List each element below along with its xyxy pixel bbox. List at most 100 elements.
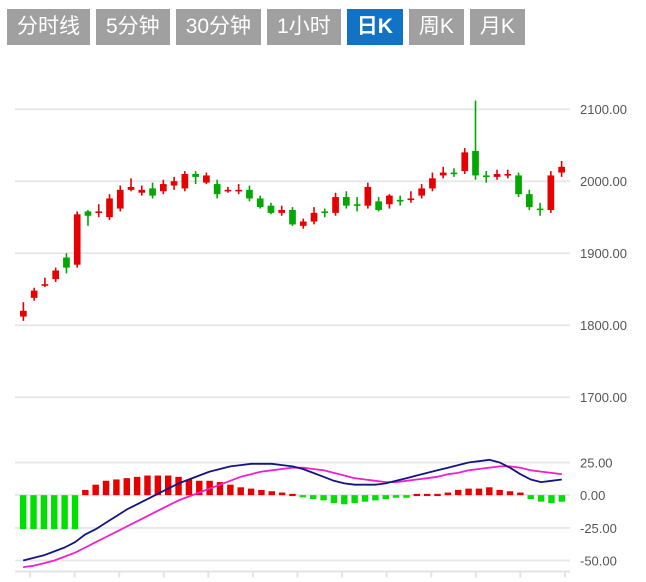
macd-histogram-bar-50 — [537, 495, 545, 502]
candle-body — [353, 204, 361, 206]
candle-body — [224, 189, 232, 192]
candle-body — [504, 174, 512, 176]
candle-36 — [407, 191, 415, 203]
macd-histogram-bar-48 — [517, 492, 524, 496]
macd-axis-label-2: -25.00 — [580, 521, 617, 536]
candle-14 — [170, 176, 178, 190]
candle-17 — [203, 172, 210, 185]
macd-histogram-bar-31 — [341, 495, 348, 505]
candle-body — [138, 189, 146, 193]
macd-histogram-bar-41 — [444, 492, 452, 496]
macd-histogram-bar-24 — [268, 491, 275, 496]
candle-body — [116, 189, 124, 209]
candle-body — [418, 188, 426, 196]
macd-histogram-bar-52 — [558, 495, 566, 502]
candle-body — [256, 198, 264, 208]
candle-body — [192, 174, 199, 177]
macd-histogram-bar-16 — [185, 479, 193, 496]
candle-2 — [41, 277, 49, 288]
candle-body — [95, 211, 103, 214]
candle-body — [289, 210, 296, 225]
candle-30 — [342, 191, 350, 209]
candle-37 — [418, 184, 426, 199]
chart-canvas: 2100.00 2000.00 1900.00 1800.00 1700.00 25.00… — [0, 54, 646, 582]
candle-50 — [558, 161, 565, 177]
candle-6 — [84, 210, 92, 226]
candle-32 — [364, 182, 372, 209]
candle-body — [246, 189, 253, 199]
macd-histogram-bar-30 — [330, 495, 338, 503]
candle-body — [321, 211, 329, 214]
candle-body — [299, 221, 307, 226]
candle-16 — [192, 171, 199, 185]
candle-7 — [95, 204, 103, 218]
kline-macd-svg: 2100.00 2000.00 1900.00 1800.00 1700.00 25.00… — [15, 100, 627, 578]
candle-39 — [439, 166, 447, 179]
candle-3 — [52, 267, 60, 282]
macd-axis-label-3: -50.00 — [580, 554, 617, 569]
macd-histogram-bar-32 — [351, 495, 358, 503]
macd-histogram-bar-46 — [496, 489, 503, 496]
macd-histogram-bar-47 — [506, 491, 514, 496]
macd-histogram-bar-11 — [133, 476, 141, 496]
candle-9 — [116, 185, 124, 212]
candle-body — [203, 175, 210, 183]
candle-49 — [547, 171, 555, 213]
macd-histogram-bar-49 — [527, 495, 534, 500]
macd-histogram-bar-3 — [51, 495, 58, 530]
price-axis-label-4: 1700.00 — [580, 390, 627, 405]
candle-body — [429, 178, 436, 189]
candle-0 — [20, 302, 27, 321]
candle-body — [127, 186, 135, 190]
macd-histogram-bar-8 — [102, 480, 110, 496]
candle-body — [106, 198, 113, 218]
candle-19 — [224, 186, 232, 193]
macd-histogram-bar-25 — [278, 492, 286, 496]
candle-body — [375, 201, 382, 210]
candle-20 — [235, 184, 243, 195]
macd-histogram-bar-20 — [227, 484, 234, 496]
macd-histogram-bar-43 — [465, 488, 472, 496]
candle-body — [461, 152, 469, 172]
candle-45 — [504, 169, 512, 179]
candle-15 — [181, 171, 189, 192]
macd-dif-line — [22, 458, 562, 562]
timeframe-button-3[interactable]: 1小时 — [267, 9, 341, 45]
candle-body — [439, 172, 447, 176]
candle-body — [536, 208, 544, 211]
candle-body — [386, 195, 393, 205]
candle-body — [20, 310, 27, 317]
candle-44 — [493, 169, 501, 180]
macd-histogram-bar-1 — [30, 495, 37, 530]
timeframe-button-5[interactable]: 周K — [408, 9, 464, 45]
candle-31 — [353, 197, 361, 212]
macd-histogram-bar-36 — [392, 495, 400, 498]
timeframe-button-0[interactable]: 分时线 — [7, 9, 90, 45]
candle-48 — [536, 202, 544, 216]
candle-24 — [278, 205, 286, 216]
macd-histogram-bar-26 — [289, 493, 296, 497]
candle-13 — [159, 179, 167, 195]
macd-histogram-bar-0 — [19, 495, 27, 530]
candle-body — [472, 150, 479, 176]
candle-1 — [30, 287, 38, 301]
candle-28 — [321, 208, 329, 218]
candle-body — [63, 257, 70, 268]
candle-38 — [429, 172, 436, 192]
candle-21 — [246, 185, 253, 202]
macd-histogram-bar-21 — [237, 487, 244, 496]
timeframe-button-2[interactable]: 30分钟 — [175, 9, 262, 45]
candle-body — [332, 197, 339, 213]
candle-body — [181, 174, 189, 189]
candle-body — [30, 290, 38, 298]
candle-body — [342, 197, 350, 206]
macd-histogram-bar-22 — [247, 488, 255, 496]
timeframe-button-4[interactable]: 日K — [346, 9, 403, 45]
macd-histogram-bar-2 — [40, 495, 48, 530]
candle-41 — [461, 148, 469, 174]
candle-body — [482, 175, 490, 178]
timeframe-button-6[interactable]: 月K — [469, 9, 525, 45]
timeframe-button-1[interactable]: 5分钟 — [96, 9, 170, 45]
candle-10 — [127, 178, 135, 192]
candle-25 — [289, 207, 296, 226]
